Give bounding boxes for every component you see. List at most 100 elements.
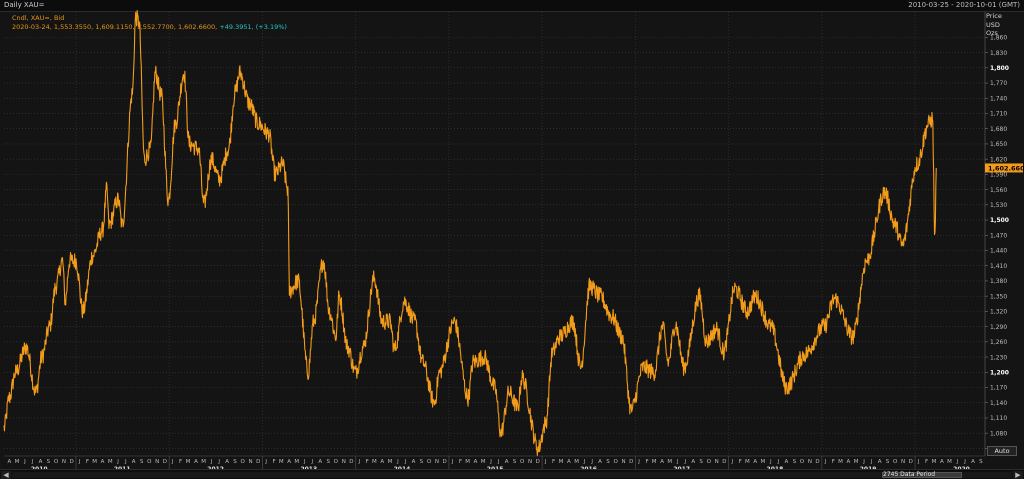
x-month-label: M <box>854 459 859 465</box>
x-month-label: O <box>520 459 525 465</box>
x-month-label: O <box>893 459 898 465</box>
y-tick-label: 1,410 <box>990 263 1007 270</box>
x-month-label: M <box>932 459 937 465</box>
x-month-label: A <box>598 459 602 465</box>
scroll-right-arrow-icon[interactable]: ▶ <box>1013 471 1023 479</box>
x-month-label: J <box>730 459 733 465</box>
x-month-label: D <box>815 459 819 465</box>
x-month-label: F <box>739 459 742 465</box>
x-month-label: S <box>420 459 424 465</box>
x-month-label: A <box>318 459 322 465</box>
auto-scale-button[interactable]: Auto <box>987 446 1017 456</box>
x-month-label: S <box>140 459 144 465</box>
x-month-label: J <box>311 459 314 465</box>
legend-ohlc: 2020-03-24, 1,553.3550, 1,609.1150, 1,55… <box>12 23 220 31</box>
x-month-label: M <box>15 459 20 465</box>
x-month-label: F <box>552 459 555 465</box>
x-month-label: M <box>279 459 284 465</box>
x-month-label: J <box>303 459 306 465</box>
scroll-track[interactable] <box>12 472 1012 478</box>
x-month-label: N <box>249 459 253 465</box>
x-month-label: A <box>287 459 291 465</box>
y-axis-header-price: Price <box>986 12 1002 20</box>
x-month-label: M <box>294 459 299 465</box>
y-tick-label: 1,080 <box>990 430 1007 437</box>
y-tick-label: 1,380 <box>990 278 1007 285</box>
x-month-label: O <box>800 459 805 465</box>
x-month-label: F <box>459 459 462 465</box>
x-month-label: F <box>86 459 89 465</box>
x-month-label: S <box>699 459 703 465</box>
y-tick-label: 1,650 <box>990 141 1007 148</box>
x-month-label: D <box>70 459 74 465</box>
x-month-label: J <box>676 459 679 465</box>
x-month-label: M <box>372 459 377 465</box>
y-tick-label: 1,230 <box>990 354 1007 361</box>
x-month-label: A <box>225 459 229 465</box>
x-month-label: M <box>947 459 952 465</box>
x-month-label: O <box>613 459 618 465</box>
y-tick-label: 1,200 <box>990 369 1009 376</box>
x-month-label: A <box>878 459 882 465</box>
scroll-left-arrow-icon[interactable]: ◀ <box>1 471 11 479</box>
x-month-label: A <box>194 459 198 465</box>
y-tick-label: 1,530 <box>990 202 1007 209</box>
x-month-label: N <box>528 459 532 465</box>
x-month-label: S <box>979 459 983 465</box>
x-month-label: A <box>785 459 789 465</box>
x-month-label: M <box>201 459 206 465</box>
x-month-label: F <box>925 459 928 465</box>
y-tick-label: 1,290 <box>990 324 1007 331</box>
x-month-label: J <box>396 459 399 465</box>
y-tick-label: 1,830 <box>990 50 1007 57</box>
x-month-label: D <box>536 459 540 465</box>
x-month-label: F <box>645 459 648 465</box>
x-month-label: M <box>465 459 470 465</box>
x-month-label: A <box>691 459 695 465</box>
x-month-label: N <box>621 459 625 465</box>
x-month-label: J <box>917 459 920 465</box>
x-month-label: N <box>155 459 159 465</box>
x-month-label: A <box>101 459 105 465</box>
x-month-label: J <box>963 459 966 465</box>
x-month-label: M <box>388 459 393 465</box>
x-month-label: A <box>660 459 664 465</box>
x-month-label: M <box>186 459 191 465</box>
x-month-label: J <box>637 459 640 465</box>
title-bar: Daily XAU= 2010-03-25 - 2020-10-01 (GMT) <box>0 0 1024 12</box>
x-month-label: F <box>366 459 369 465</box>
x-month-label: O <box>427 459 432 465</box>
scroll-thumb[interactable] <box>882 472 962 478</box>
x-month-label: J <box>264 459 267 465</box>
x-month-label: J <box>497 459 500 465</box>
x-month-label: S <box>793 459 797 465</box>
x-month-label: M <box>761 459 766 465</box>
x-month-label: F <box>179 459 182 465</box>
x-month-label: J <box>956 459 959 465</box>
x-month-label: M <box>481 459 486 465</box>
x-month-label: N <box>435 459 439 465</box>
x-month-label: S <box>326 459 330 465</box>
xau-price-line <box>3 10 937 457</box>
x-month-label: A <box>753 459 757 465</box>
y-tick-label: 1,560 <box>990 187 1007 194</box>
x-month-label: N <box>715 459 719 465</box>
time-scrollbar[interactable]: ◀ 2745 Data Period ▶ <box>0 469 1024 479</box>
x-month-label: A <box>847 459 851 465</box>
x-month-label: A <box>380 459 384 465</box>
x-month-label: A <box>7 459 11 465</box>
legend-values: 2020-03-24, 1,553.3550, 1,609.1150, 1,55… <box>12 23 287 31</box>
x-month-label: S <box>606 459 610 465</box>
x-month-label: A <box>132 459 136 465</box>
y-tick-label: 1,620 <box>990 156 1007 163</box>
x-month-label: J <box>777 459 780 465</box>
x-month-label: J <box>358 459 361 465</box>
y-tick-label: 1,740 <box>990 95 1007 102</box>
x-month-label: J <box>544 459 547 465</box>
x-month-label: O <box>707 459 712 465</box>
series-layer <box>3 10 937 457</box>
y-tick-label: 1,170 <box>990 385 1007 392</box>
x-month-label: O <box>241 459 246 465</box>
